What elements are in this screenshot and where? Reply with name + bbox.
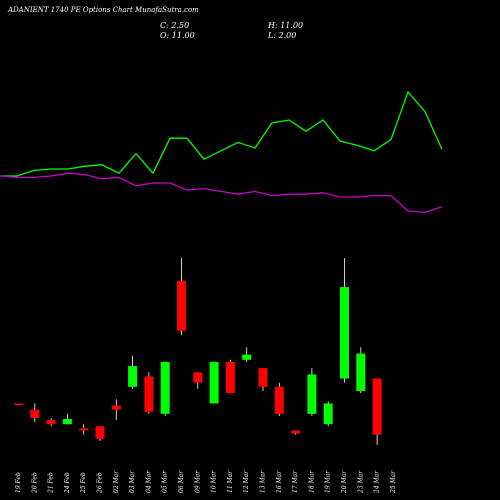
candle: [160, 361, 170, 416]
x-tick-label: 11 Mar: [227, 470, 234, 493]
candle: [291, 430, 301, 435]
chart-title: ADANIENT 1740 PE Options Chart MunafaSut…: [8, 6, 199, 14]
candle-body: [307, 374, 317, 414]
x-tick-label: 26 Feb: [97, 472, 104, 494]
indicator-line-magenta: [0, 172, 443, 214]
candle-body: [291, 430, 301, 434]
candle: [14, 403, 23, 406]
x-tick-label: 21 Feb: [48, 472, 55, 494]
candle: [128, 355, 138, 389]
x-tick-label: 13 Mar: [260, 470, 267, 493]
candle-body: [340, 287, 349, 379]
candle: [46, 417, 56, 427]
x-tick-label: 17 Mar: [292, 470, 299, 493]
candle: [111, 399, 121, 421]
candle-body: [160, 361, 170, 414]
x-axis-labels: 19 Feb 20 Feb 21 Feb 24 Feb 25 Feb 26 Feb 02 M…: [15, 470, 397, 494]
candle: [323, 401, 333, 427]
candles: [14, 258, 382, 445]
candle-body: [95, 426, 105, 439]
candle: [340, 258, 349, 383]
candle: [62, 413, 72, 425]
candle-body: [144, 376, 154, 412]
candle: [225, 359, 235, 394]
candle: [193, 372, 203, 389]
open-value: O: 11.00: [160, 31, 195, 40]
candle-body: [372, 378, 382, 435]
x-tick-label: 16 Mar: [276, 470, 283, 493]
candle: [177, 258, 186, 335]
candle: [356, 347, 366, 394]
candle-body: [46, 420, 56, 425]
x-tick-label: 25 Feb: [80, 472, 87, 494]
candle-body: [193, 372, 203, 383]
candle: [30, 403, 40, 423]
x-tick-label: 09 Mar: [194, 470, 201, 493]
x-tick-label: 19 Feb: [15, 472, 22, 493]
high-value: H: 11.00: [268, 21, 304, 30]
candle: [307, 368, 317, 416]
candle: [274, 382, 284, 416]
x-tick-label: 20 Feb: [31, 472, 38, 494]
candle-body: [274, 386, 284, 414]
x-tick-label: 10 Mar: [211, 470, 218, 493]
candle-body: [356, 353, 366, 391]
indicator-line-green: [0, 90, 443, 177]
x-tick-label: 12 Mar: [243, 470, 250, 493]
x-tick-label: 20 Mar: [341, 470, 348, 494]
low-value: L: 2.00: [268, 31, 297, 40]
x-tick-label: 24 Mar: [374, 470, 381, 494]
indicator-lines: [0, 90, 443, 214]
x-tick-label: 19 Mar: [325, 470, 332, 493]
candle-body: [323, 403, 333, 425]
x-tick-label: 25 Mar: [390, 470, 397, 494]
candle: [258, 368, 268, 391]
candle: [242, 347, 252, 362]
x-tick-label: 02 Mar: [113, 470, 120, 493]
candle-body: [30, 409, 40, 418]
candle: [372, 378, 382, 445]
candle-body: [111, 405, 121, 410]
close-value: C: 2.50: [160, 21, 190, 30]
x-tick-label: 05 Mar: [162, 470, 169, 493]
x-tick-label: 03 Mar: [129, 470, 136, 493]
candle-body: [62, 419, 72, 425]
x-tick-label: 18 Mar: [308, 470, 315, 493]
candle-body: [14, 403, 23, 405]
x-tick-label: 24 Feb: [64, 472, 71, 494]
candle: [209, 361, 219, 404]
x-tick-label: 04 Mar: [145, 470, 152, 493]
candle: [79, 424, 89, 435]
candle-body: [79, 428, 89, 431]
candle: [95, 426, 105, 441]
candle-body: [209, 361, 219, 404]
candle-body: [128, 366, 138, 387]
candle-body: [225, 361, 235, 394]
x-tick-label: 06 Mar: [178, 470, 185, 493]
candle-body: [242, 354, 252, 360]
x-tick-label: 23 Mar: [357, 470, 364, 494]
candle: [144, 372, 154, 414]
candle-body: [177, 280, 186, 331]
candle-body: [258, 368, 268, 387]
